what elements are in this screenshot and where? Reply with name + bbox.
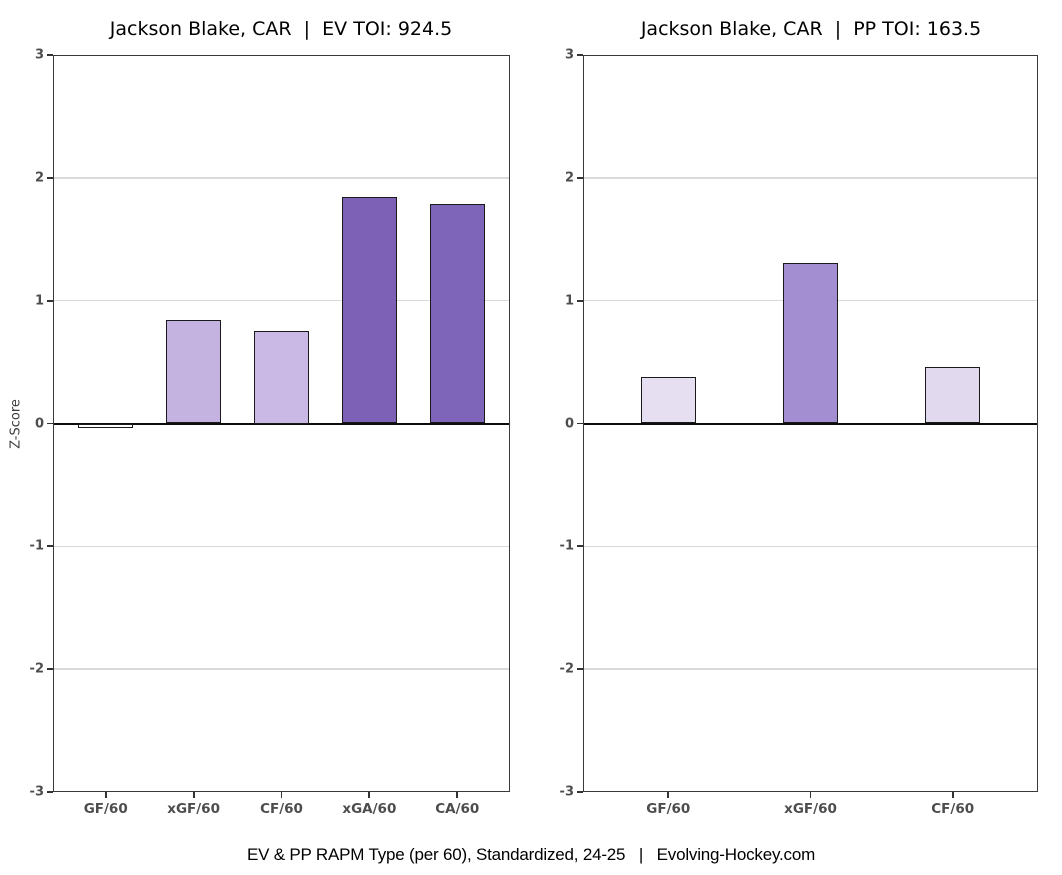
panel-1-gridline--1 — [583, 545, 1038, 548]
panel-0-ytick-label-2: 2 — [34, 170, 44, 186]
panel-1-xtick-label-xgf-60: xGF/60 — [784, 801, 837, 817]
panel-0-gridline-2 — [53, 177, 510, 179]
panel-0-ytick--2 — [47, 668, 53, 671]
panel-1-xtick-gf-60 — [667, 792, 670, 798]
panel-1-ytick-2 — [577, 176, 583, 179]
panel-1-ytick-label--3: -3 — [559, 784, 574, 800]
panel-1-xtick-xgf-60 — [809, 792, 812, 798]
panel-1-ytick-label-3: 3 — [564, 47, 574, 63]
panel-0-xtick-label-ca-60: CA/60 — [435, 801, 480, 817]
panel-0-xtick-label-cf-60: CF/60 — [260, 801, 303, 817]
panel-0-xtick-label-xgf-60: xGF/60 — [167, 801, 220, 817]
left-panel-title: Jackson Blake, CAR | EV TOI: 924.5 — [109, 18, 453, 40]
panel-1-ytick-label--2: -2 — [559, 661, 574, 677]
panel-0-xtick-xga-60 — [368, 792, 371, 798]
panel-0-xtick-gf-60 — [104, 792, 107, 798]
footer-caption: EV & PP RAPM Type (per 60), Standardized… — [246, 845, 816, 864]
panel-1-xtick-label-gf-60: GF/60 — [646, 801, 691, 817]
panel-0-ytick-0 — [47, 422, 53, 425]
panel-1-ytick-label-0: 0 — [564, 416, 574, 431]
panel-1-zero-line — [583, 422, 1038, 425]
panel-1-ytick-0 — [577, 422, 583, 425]
panel-1-ytick-1 — [577, 299, 583, 302]
right-panel-title: Jackson Blake, CAR | PP TOI: 163.5 — [640, 18, 982, 40]
panel-0-zero-line — [53, 422, 510, 425]
panel-1-xtick-label-cf-60: CF/60 — [931, 801, 975, 817]
panel-1-gridline-2 — [583, 177, 1038, 179]
panel-0-ytick-label-1: 1 — [34, 293, 44, 309]
panel-1-ytick--3 — [577, 791, 583, 793]
panel-0-bar-xga-60 — [342, 197, 397, 424]
panel-0-gridline--2 — [53, 668, 510, 670]
panel-1-ytick-3 — [577, 54, 583, 56]
panel-0-gridline-1 — [53, 299, 510, 302]
panel-0-ytick-label--2: -2 — [29, 661, 44, 677]
panel-0-ytick-1 — [47, 299, 53, 302]
panel-0-xtick-label-xga-60: xGA/60 — [342, 801, 397, 817]
panel-1-bar-cf-60 — [925, 366, 980, 424]
panel-1-ytick-label-2: 2 — [564, 170, 574, 186]
panel-1-gridline--2 — [583, 668, 1038, 670]
panel-1-xtick-cf-60 — [951, 792, 954, 798]
panel-0-gridline--1 — [53, 545, 510, 548]
panel-0-bar-xgf-60 — [166, 320, 221, 424]
panel-0-ytick--3 — [47, 791, 53, 793]
y-axis-label: Z-Score — [8, 399, 24, 449]
panel-1-bar-gf-60 — [641, 376, 696, 424]
panel-0-xtick-xgf-60 — [192, 792, 195, 798]
panel-0-xtick-label-gf-60: GF/60 — [83, 801, 128, 817]
panel-0-ytick-2 — [47, 176, 53, 179]
panel-0-ytick--1 — [47, 545, 53, 548]
panel-1-ytick-label--1: -1 — [559, 538, 574, 554]
panel-0-ytick-label-3: 3 — [34, 47, 44, 63]
panel-1-ytick-label-1: 1 — [564, 293, 574, 309]
panel-0-bar-ca-60 — [430, 203, 485, 424]
panel-1-ytick--2 — [577, 668, 583, 671]
panel-1-bar-xgf-60 — [783, 262, 838, 424]
panel-0-bar-cf-60 — [254, 331, 309, 424]
panel-0-ytick-label--1: -1 — [29, 538, 44, 554]
panel-0-xtick-ca-60 — [456, 792, 459, 798]
panel-1-ytick--1 — [577, 545, 583, 548]
panel-0-xtick-cf-60 — [280, 792, 283, 798]
panel-0-ytick-3 — [47, 54, 53, 56]
panel-0-ytick-label-0: 0 — [34, 416, 44, 431]
panel-0-bar-gf-60 — [78, 423, 133, 429]
panel-0-ytick-label--3: -3 — [29, 784, 44, 800]
